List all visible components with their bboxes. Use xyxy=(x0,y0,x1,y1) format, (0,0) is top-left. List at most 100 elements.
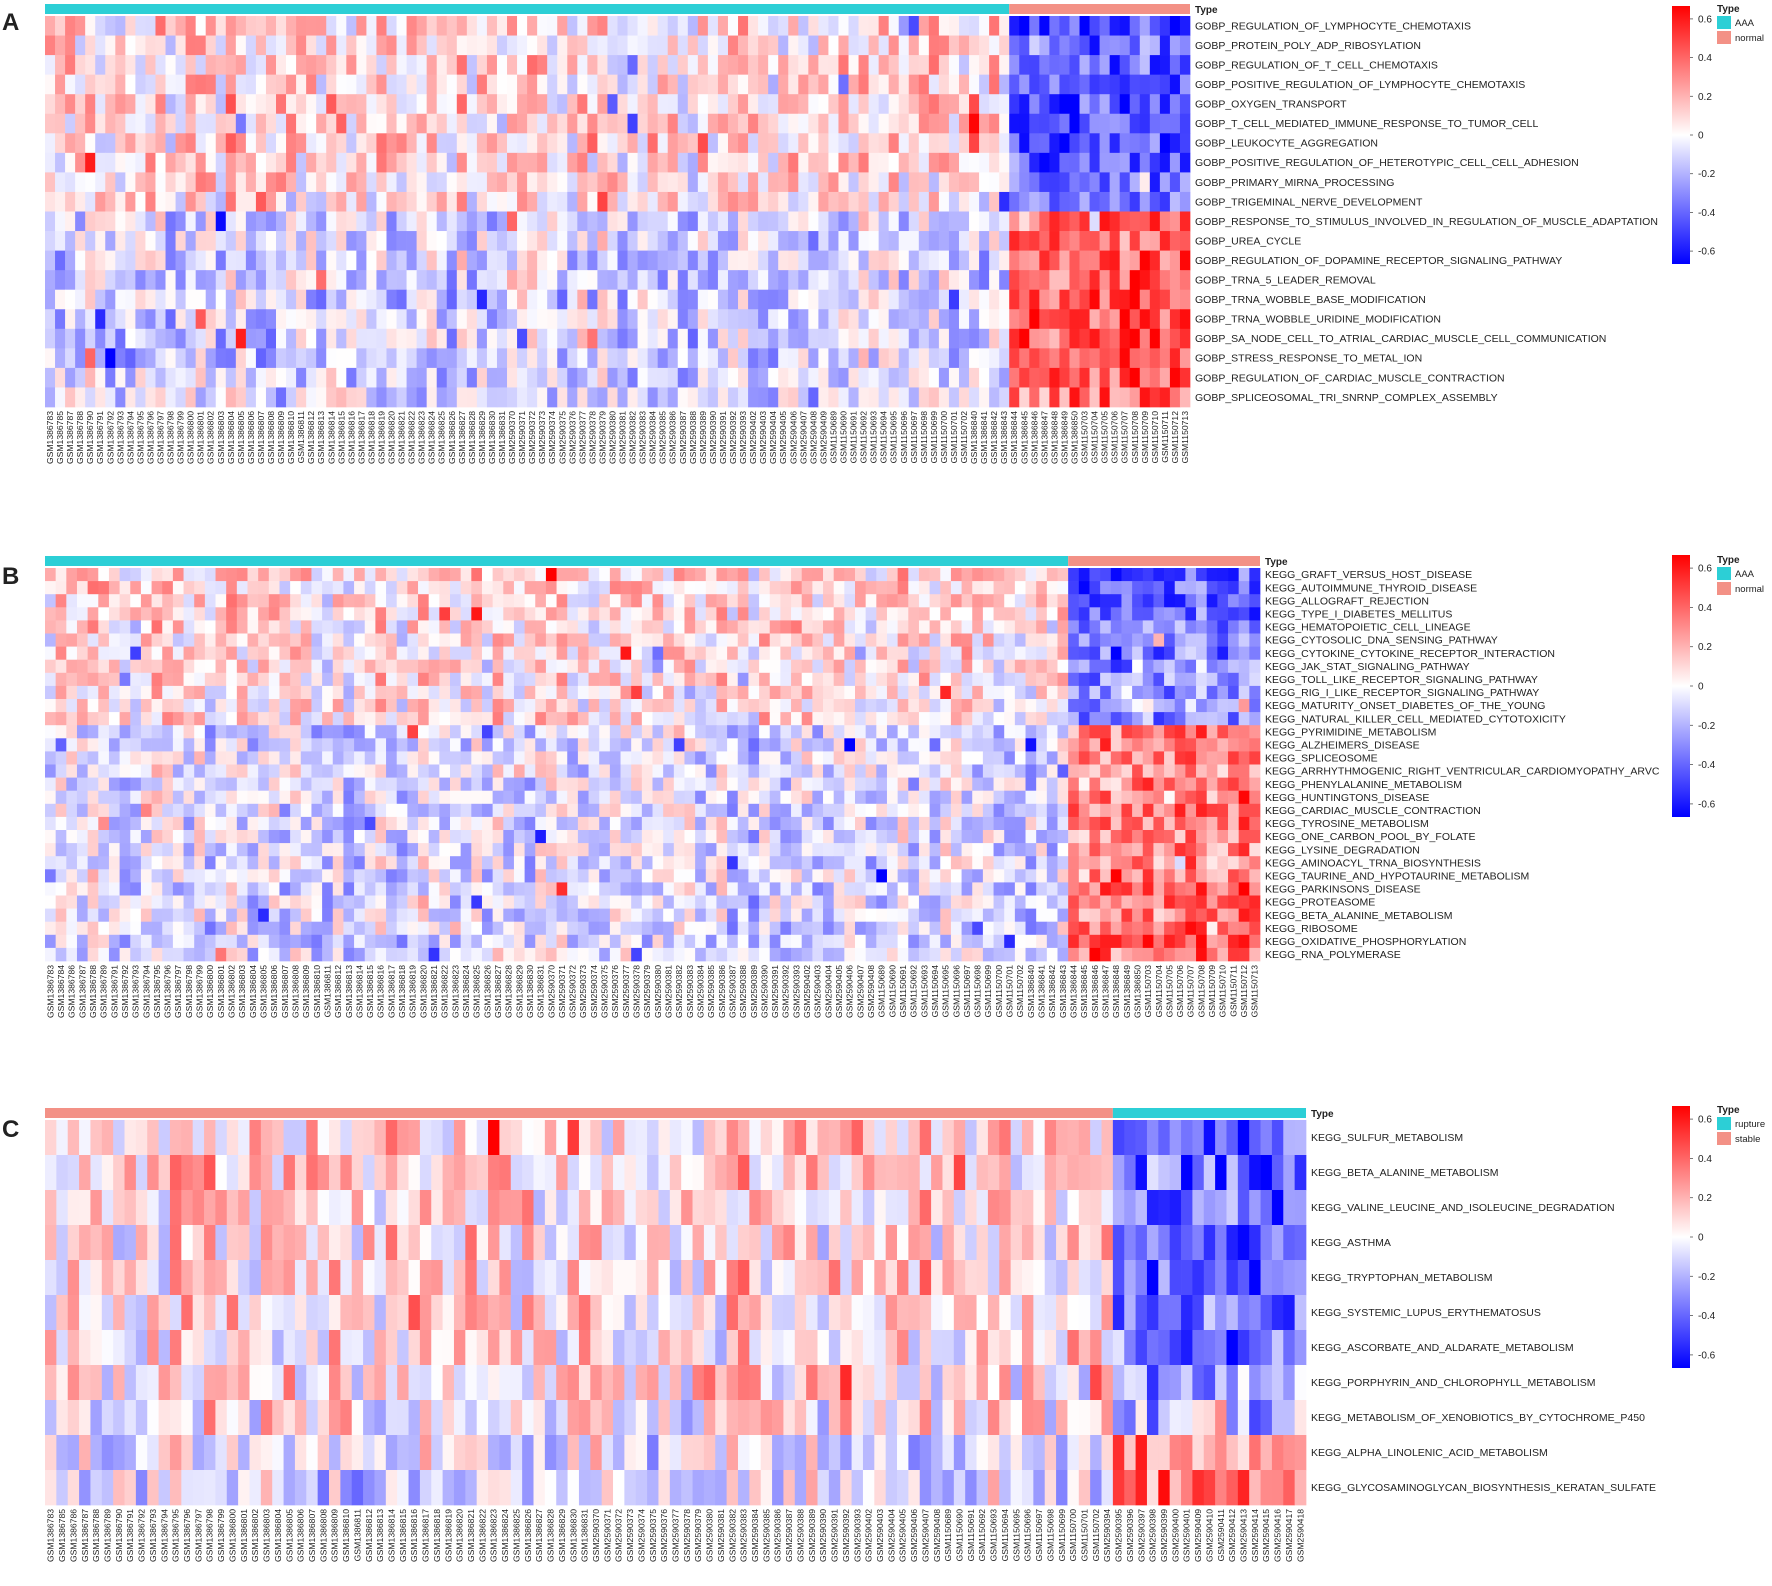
heatmap-cell xyxy=(695,659,707,674)
column-label: GSM1386806 xyxy=(246,411,256,464)
heatmap-cell xyxy=(407,803,419,818)
heatmap-cell xyxy=(1228,699,1240,713)
heatmap-cell xyxy=(215,16,227,36)
heatmap-cell xyxy=(738,211,749,232)
heatmap-cell xyxy=(972,803,984,818)
heatmap-cell xyxy=(652,633,664,647)
heatmap-cell xyxy=(567,672,579,687)
heatmap-cell xyxy=(918,568,930,582)
heatmap-cell xyxy=(748,672,760,687)
heatmap-cell xyxy=(162,751,174,765)
heatmap-cell xyxy=(993,607,1005,621)
heatmap-cell xyxy=(375,790,387,805)
heatmap-cell xyxy=(205,211,217,232)
heatmap-cell xyxy=(75,152,86,173)
heatmap-cell xyxy=(599,646,611,661)
heatmap-cell xyxy=(85,133,96,154)
heatmap-cell xyxy=(343,633,355,647)
heatmap-cell xyxy=(524,712,536,726)
heatmap-cell xyxy=(376,133,387,154)
heatmap-cell xyxy=(185,55,196,75)
heatmap-cell xyxy=(908,594,920,608)
heatmap-cell xyxy=(663,699,675,713)
heatmap-cell xyxy=(707,309,719,330)
heatmap-cell xyxy=(886,777,898,792)
heatmap-cell xyxy=(567,751,579,765)
heatmap-cell xyxy=(486,16,498,36)
heatmap-cell xyxy=(1249,659,1261,674)
heatmap-cell xyxy=(311,685,323,700)
heatmap-cell xyxy=(918,581,930,595)
heatmap-cell xyxy=(617,328,628,349)
heatmap-cell xyxy=(537,55,548,75)
heatmap-cell xyxy=(336,231,347,251)
heatmap-cell xyxy=(667,172,679,193)
heatmap-cell xyxy=(897,607,909,621)
heatmap-cell xyxy=(577,790,589,805)
heatmap-cell xyxy=(748,367,759,388)
heatmap-cell xyxy=(418,777,430,792)
heatmap-cell xyxy=(1142,672,1154,687)
heatmap-cell xyxy=(631,568,643,582)
heatmap-cell xyxy=(125,113,136,134)
heatmap-cell xyxy=(878,289,890,310)
heatmap-cell xyxy=(588,725,600,739)
heatmap-cell xyxy=(778,172,789,193)
heatmap-cell xyxy=(326,35,337,56)
heatmap-cell xyxy=(673,751,685,765)
heatmap-cell xyxy=(1132,620,1144,634)
heatmap-cell xyxy=(466,289,478,310)
heatmap-cell xyxy=(707,133,719,154)
heatmap-cell xyxy=(1089,289,1100,310)
heatmap-cell xyxy=(567,712,579,726)
heatmap-cell xyxy=(1059,152,1070,173)
heatmap-cell xyxy=(1249,699,1261,713)
heatmap-cell xyxy=(577,113,588,134)
heatmap-cell xyxy=(492,568,504,582)
heatmap-cell xyxy=(354,581,366,595)
heatmap-cell xyxy=(737,633,749,647)
heatmap-cell xyxy=(823,699,835,713)
heatmap-cell xyxy=(833,790,845,805)
heatmap-cell xyxy=(446,55,458,75)
heatmap-cell xyxy=(1079,309,1090,330)
annotation-bar-AAA xyxy=(45,556,1069,566)
heatmap-cell xyxy=(848,250,859,271)
heatmap-cell xyxy=(366,328,377,349)
heatmap-cell xyxy=(279,672,291,687)
heatmap-cell xyxy=(663,816,675,831)
heatmap-cell xyxy=(627,35,638,56)
heatmap-cell xyxy=(972,790,984,805)
heatmap-cell xyxy=(98,659,110,674)
heatmap-cell xyxy=(641,607,653,621)
heatmap-cell xyxy=(788,35,799,56)
heatmap-cell xyxy=(205,367,217,388)
heatmap-cell xyxy=(838,172,849,193)
heatmap-cell xyxy=(322,777,334,792)
heatmap-cell xyxy=(343,607,355,621)
heatmap-cell xyxy=(247,777,259,792)
heatmap-cell xyxy=(707,35,719,56)
heatmap-cell xyxy=(1039,16,1050,36)
heatmap-cell xyxy=(823,581,835,595)
heatmap-cell xyxy=(950,738,962,752)
heatmap-cell xyxy=(663,633,675,647)
heatmap-cell xyxy=(588,607,600,621)
heatmap-cell xyxy=(460,816,472,831)
heatmap-cell xyxy=(204,607,216,621)
heatmap-cell xyxy=(1159,113,1171,134)
heatmap-cell xyxy=(290,856,302,870)
heatmap-cell xyxy=(537,289,548,310)
heatmap-cell xyxy=(151,777,163,792)
heatmap-cell xyxy=(748,348,759,369)
heatmap-cell xyxy=(818,133,829,154)
heatmap-cell xyxy=(476,35,488,56)
heatmap-cell xyxy=(1110,777,1122,792)
heatmap-cell xyxy=(356,191,367,212)
heatmap-cell xyxy=(364,712,376,726)
heatmap-cell xyxy=(833,803,845,818)
heatmap-cell xyxy=(609,843,621,857)
heatmap-cell xyxy=(172,843,184,857)
heatmap-cell xyxy=(98,672,110,687)
heatmap-cell xyxy=(376,74,387,95)
